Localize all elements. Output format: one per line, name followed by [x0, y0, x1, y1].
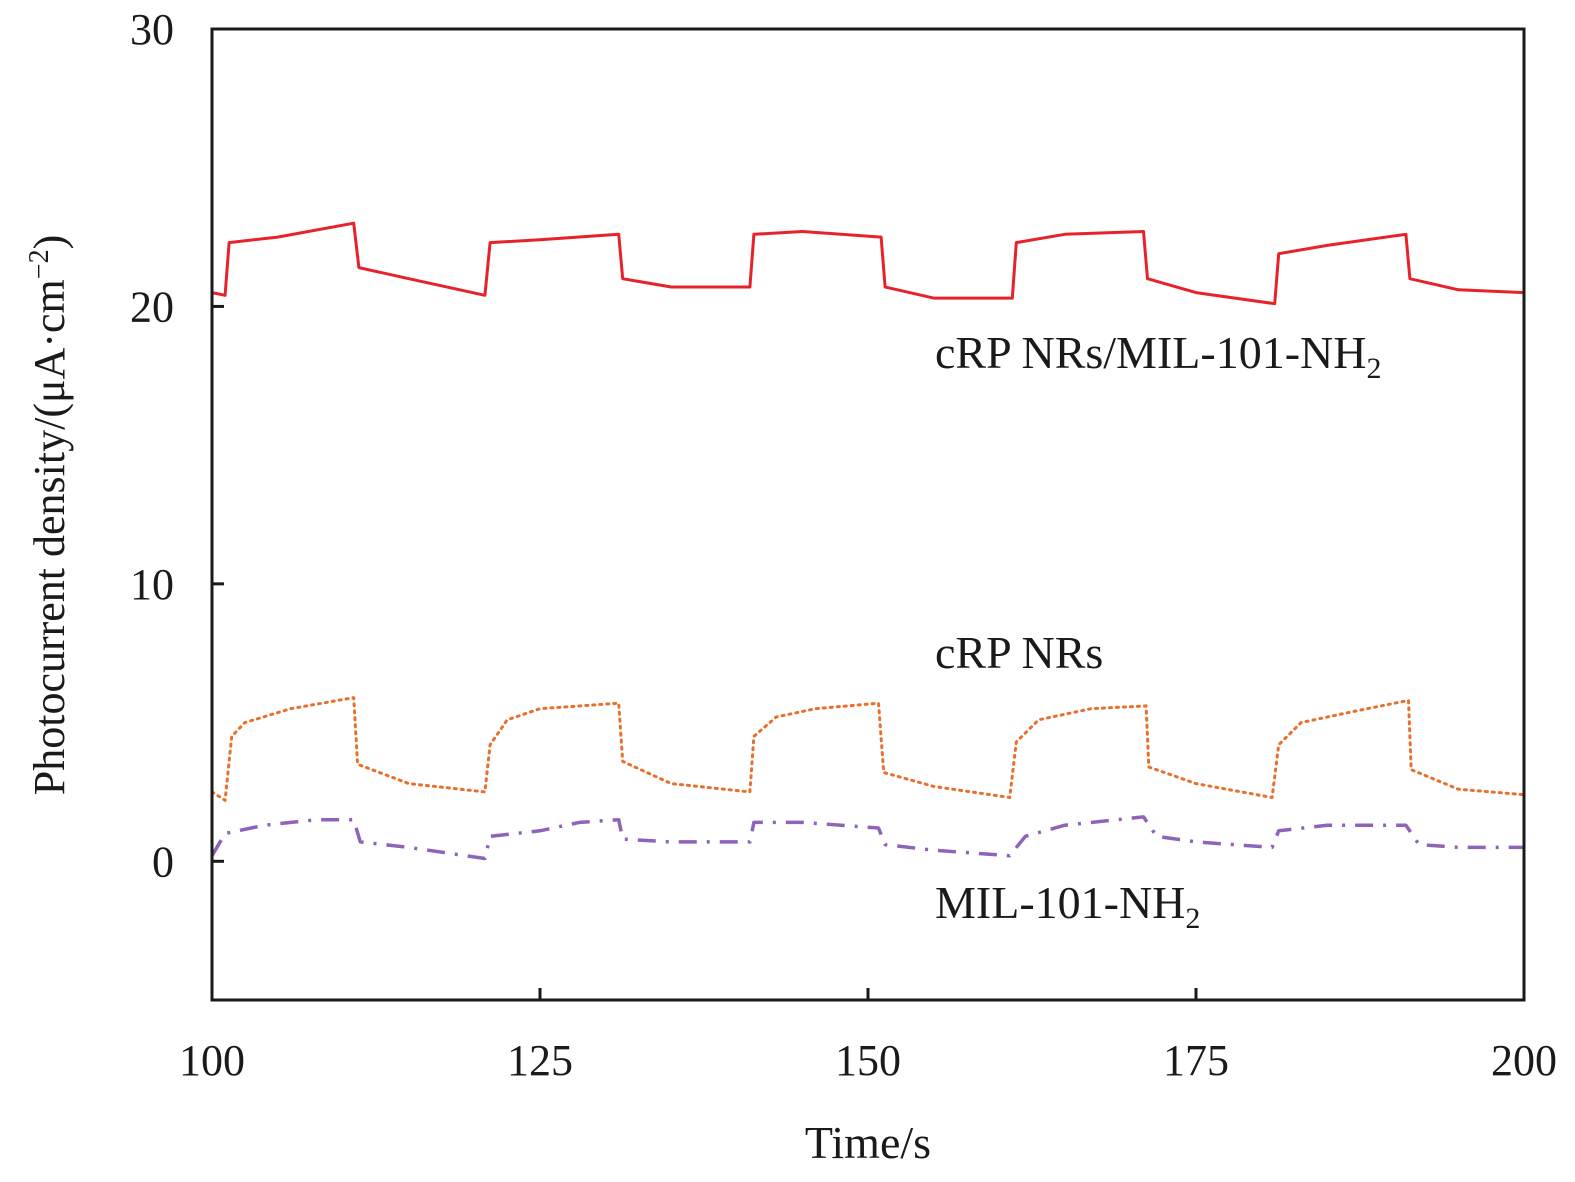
plot-frame	[210, 27, 1526, 1002]
series-label-mil: MIL-101-NH2	[935, 877, 1200, 935]
x-tick-label: 175	[1163, 1036, 1229, 1085]
x-tick-label: 200	[1491, 1036, 1557, 1085]
series-line-crp-nrs	[210, 696, 1526, 802]
x-tick-label: 125	[507, 1036, 573, 1085]
y-tick-label: 10	[130, 560, 174, 609]
series-line-mil-101-nh2	[210, 815, 1524, 861]
y-tick-label: 20	[130, 282, 174, 331]
series-label-crp-nrs-mil: cRP NRs/MIL-101-NH2	[935, 327, 1381, 385]
x-tick-label: 150	[835, 1036, 901, 1085]
series-line-crp-nrs-mil-101-nh2	[211, 221, 1525, 306]
y-axis-title: Photocurrent density/(μA·cm−2)	[24, 235, 74, 796]
y-tick-label: 0	[152, 837, 174, 886]
x-tick-label: 100	[179, 1036, 245, 1085]
x-axis-title: Time/s	[805, 1117, 931, 1168]
y-tick-label: 30	[130, 5, 174, 54]
series-label-crp-nrs: cRP NRs	[935, 627, 1103, 678]
